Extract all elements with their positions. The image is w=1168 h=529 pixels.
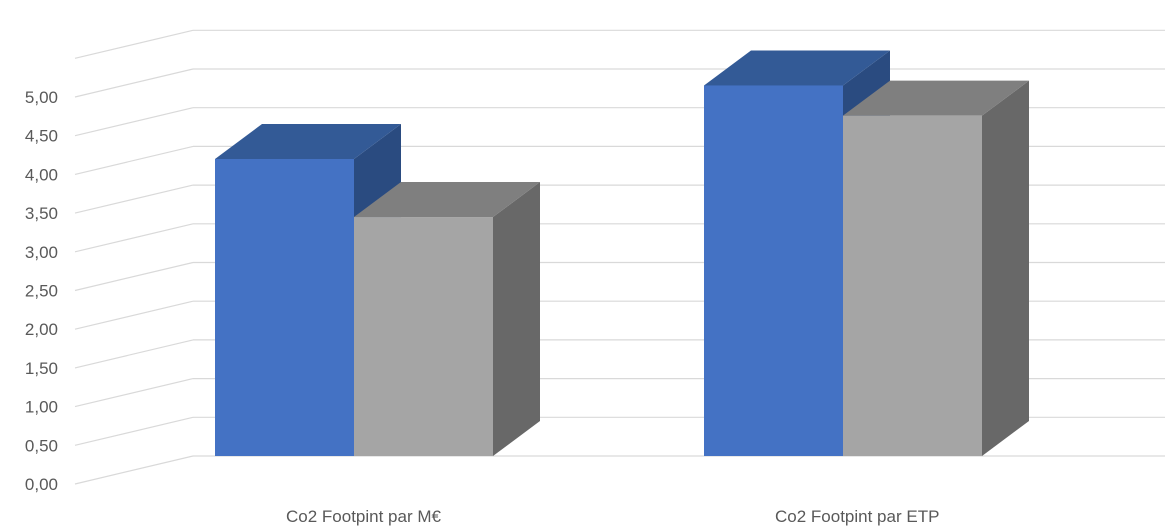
- y-tick-label: 2,50: [25, 282, 58, 301]
- bar-front-1-1: [843, 115, 982, 456]
- y-axis-ticks: 0,00 0,50 1,00 1,50 2,00 2,50 3,00 3,50 4,00 4,50…: [25, 88, 58, 494]
- y-tick-label: 3,00: [25, 243, 58, 262]
- y-tick-label: 0,00: [25, 475, 58, 494]
- gridline-diagonal: [74, 455, 194, 485]
- y-tick-label: 4,50: [25, 127, 58, 146]
- gridline-diagonal: [74, 378, 194, 408]
- bar-side-0-1: [493, 182, 540, 457]
- category-label: Co2 Footpint par ETP: [775, 507, 939, 526]
- gridline-diagonal: [74, 145, 194, 175]
- bar-front-0-0: [215, 158, 354, 456]
- gridline-diagonal: [74, 223, 194, 253]
- gridline-diagonal: [74, 261, 194, 292]
- gridline-diagonal: [74, 29, 194, 59]
- bars: [215, 50, 1029, 457]
- bar-front-1-0: [704, 85, 843, 457]
- y-tick-label: 3,50: [25, 204, 58, 223]
- bar-front-0-1: [354, 217, 493, 456]
- y-tick-label: 4,00: [25, 165, 58, 184]
- bar-top-0-1: [354, 182, 540, 218]
- gridline-diagonal: [74, 416, 194, 446]
- category-labels: Co2 Footpint par M€ Co2 Footpint par ETP: [286, 507, 939, 526]
- gridline-diagonal: [74, 300, 194, 330]
- y-tick-label: 2,00: [25, 320, 58, 339]
- gridline-diagonal: [74, 107, 194, 137]
- gridline-diagonal: [74, 68, 194, 98]
- bar-top-0-0: [215, 123, 401, 159]
- bar-side-1-1: [982, 80, 1029, 456]
- y-tick-label: 0,50: [25, 436, 58, 455]
- y-tick-label: 1,00: [25, 398, 58, 417]
- category-label: Co2 Footpint par M€: [286, 507, 442, 526]
- y-tick-label: 5,00: [25, 88, 58, 107]
- gridline-diagonal: [74, 184, 194, 214]
- bar-top-1-1: [843, 80, 1029, 116]
- gridline-diagonal: [74, 339, 194, 369]
- y-tick-label: 1,50: [25, 359, 58, 378]
- bar-top-1-0: [704, 50, 890, 86]
